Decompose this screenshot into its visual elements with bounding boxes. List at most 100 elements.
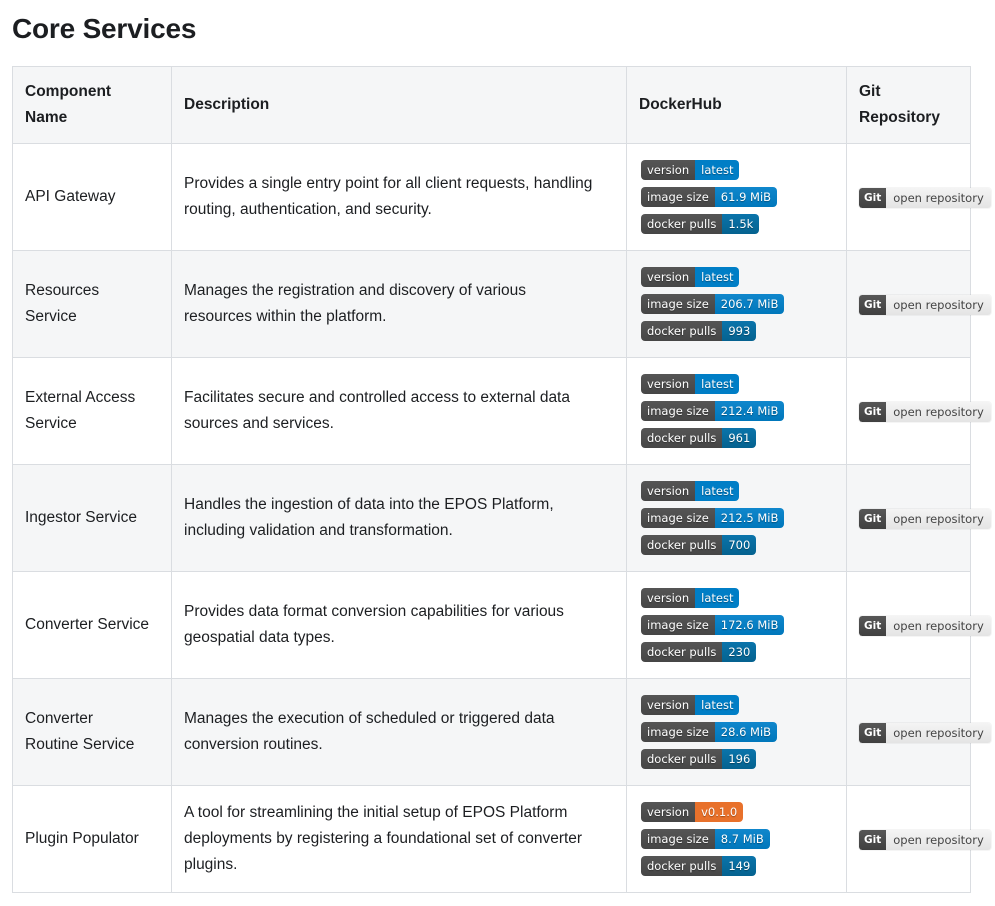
image-size-badge-label: image size: [641, 615, 715, 635]
version-badge-label: version: [641, 374, 696, 394]
git-repository-badge[interactable]: Git open repository: [859, 295, 991, 315]
image-size-badge-value: 172.6 MiB: [714, 615, 785, 635]
version-badge-label: version: [641, 160, 696, 180]
table-row: Converter Routine Service Manages the ex…: [12, 678, 991, 786]
description-cell: A tool for streamlining the initial setu…: [171, 785, 627, 893]
description-cell: Provides a single entry point for all cl…: [171, 143, 627, 251]
component-name: Converter Service: [25, 616, 150, 633]
version-badge[interactable]: version latest: [641, 160, 740, 180]
git-icon: Git: [859, 402, 887, 422]
description-cell: Handles the ingestion of data into the E…: [171, 464, 627, 572]
git-repository-badge[interactable]: Git open repository: [859, 188, 991, 208]
docker-pulls-badge-value: 700: [722, 535, 757, 555]
dockerhub-cell: version latest image size 212.5 MiB dock…: [626, 464, 847, 572]
image-size-badge[interactable]: image size 61.9 MiB: [641, 187, 778, 207]
dockerhub-cell: version v0.1.0 image size 8.7 MiB docker…: [626, 785, 847, 893]
git-repository-cell: Git open repository: [846, 678, 991, 786]
docker-pulls-badge-label: docker pulls: [641, 856, 723, 876]
dockerhub-cell: version latest image size 61.9 MiB docke…: [626, 143, 847, 251]
dockerhub-badges: version latest image size 172.6 MiB dock…: [639, 588, 834, 662]
git-icon: Git: [859, 509, 887, 529]
table-row: Converter Service Provides data format c…: [12, 571, 991, 679]
image-size-badge[interactable]: image size 8.7 MiB: [641, 829, 770, 849]
version-badge-value: latest: [695, 588, 740, 608]
version-badge-value: latest: [695, 267, 740, 287]
git-icon: Git: [859, 616, 887, 636]
table-row: API Gateway Provides a single entry poin…: [12, 143, 991, 251]
image-size-badge[interactable]: image size 206.7 MiB: [641, 294, 785, 314]
description-cell: Provides data format conversion capabili…: [171, 571, 627, 679]
version-badge[interactable]: version latest: [641, 374, 740, 394]
component-name-cell: Converter Routine Service: [12, 678, 172, 786]
docker-pulls-badge-value: 1.5k: [722, 214, 760, 234]
version-badge-label: version: [641, 695, 696, 715]
docker-pulls-badge-value: 230: [722, 642, 757, 662]
component-description: A tool for streamlining the initial setu…: [184, 804, 583, 873]
image-size-badge[interactable]: image size 212.5 MiB: [641, 508, 785, 528]
image-size-badge[interactable]: image size 28.6 MiB: [641, 722, 778, 742]
image-size-badge-value: 28.6 MiB: [714, 722, 778, 742]
page-title: Core Services: [12, 13, 197, 44]
version-badge[interactable]: version latest: [641, 588, 740, 608]
docker-pulls-badge-label: docker pulls: [641, 321, 723, 341]
component-name: Converter Routine Service: [25, 710, 135, 753]
table-row: External Access Service Facilitates secu…: [12, 357, 991, 465]
table-header-row: Component Name Description DockerHub Git…: [12, 66, 971, 144]
git-repository-badge[interactable]: Git open repository: [859, 509, 991, 529]
open-repository-label: open repository: [886, 295, 991, 315]
open-repository-label: open repository: [886, 509, 991, 529]
docker-pulls-badge-label: docker pulls: [641, 749, 723, 769]
description-cell: Manages the execution of scheduled or tr…: [171, 678, 627, 786]
git-repository-badge[interactable]: Git open repository: [859, 616, 991, 636]
docker-pulls-badge[interactable]: docker pulls 149: [641, 856, 757, 876]
version-badge-label: version: [641, 481, 696, 501]
image-size-badge-value: 206.7 MiB: [714, 294, 785, 314]
image-size-badge-label: image size: [641, 508, 715, 528]
git-repository-badge[interactable]: Git open repository: [859, 830, 991, 850]
docker-pulls-badge-value: 196: [722, 749, 757, 769]
git-repository-badge[interactable]: Git open repository: [859, 723, 991, 743]
image-size-badge-value: 212.5 MiB: [714, 508, 785, 528]
git-repository-cell: Git open repository: [846, 357, 991, 465]
component-name: Resources Service: [25, 282, 100, 325]
dockerhub-cell: version latest image size 172.6 MiB dock…: [626, 571, 847, 679]
dockerhub-badges: version latest image size 212.5 MiB dock…: [639, 481, 834, 555]
docker-pulls-badge[interactable]: docker pulls 1.5k: [641, 214, 760, 234]
docker-pulls-badge-label: docker pulls: [641, 535, 723, 555]
table-row: Plugin Populator A tool for streamlining…: [12, 785, 991, 893]
git-repository-badge[interactable]: Git open repository: [859, 402, 991, 422]
docker-pulls-badge[interactable]: docker pulls 196: [641, 749, 757, 769]
version-badge-value: latest: [695, 481, 740, 501]
table-body: API Gateway Provides a single entry poin…: [12, 143, 991, 893]
open-repository-label: open repository: [886, 830, 991, 850]
dockerhub-badges: version v0.1.0 image size 8.7 MiB docker…: [639, 802, 834, 876]
git-repository-cell: Git open repository: [846, 571, 991, 679]
component-description: Provides a single entry point for all cl…: [184, 175, 593, 218]
table-row: Ingestor Service Handles the ingestion o…: [12, 464, 991, 572]
docker-pulls-badge-value: 993: [722, 321, 757, 341]
image-size-badge-value: 61.9 MiB: [714, 187, 778, 207]
version-badge[interactable]: version latest: [641, 267, 740, 287]
docker-pulls-badge[interactable]: docker pulls 993: [641, 321, 757, 341]
docker-pulls-badge[interactable]: docker pulls 700: [641, 535, 757, 555]
image-size-badge-value: 212.4 MiB: [714, 401, 785, 421]
image-size-badge[interactable]: image size 172.6 MiB: [641, 615, 785, 635]
docker-pulls-badge-value: 149: [722, 856, 757, 876]
docker-pulls-badge[interactable]: docker pulls 961: [641, 428, 757, 448]
version-badge[interactable]: version latest: [641, 481, 740, 501]
image-size-badge-label: image size: [641, 829, 715, 849]
image-size-badge[interactable]: image size 212.4 MiB: [641, 401, 785, 421]
version-badge[interactable]: version v0.1.0: [641, 802, 744, 822]
dockerhub-cell: version latest image size 28.6 MiB docke…: [626, 678, 847, 786]
docker-pulls-badge-label: docker pulls: [641, 642, 723, 662]
component-name: External Access Service: [25, 389, 136, 432]
version-badge[interactable]: version latest: [641, 695, 740, 715]
docker-pulls-badge[interactable]: docker pulls 230: [641, 642, 757, 662]
git-icon: Git: [859, 830, 887, 850]
header-component-name: Component Name: [12, 66, 172, 144]
component-description: Facilitates secure and controlled access…: [184, 389, 570, 432]
version-badge-label: version: [641, 588, 696, 608]
image-size-badge-label: image size: [641, 401, 715, 421]
component-name-cell: Plugin Populator: [12, 785, 172, 893]
